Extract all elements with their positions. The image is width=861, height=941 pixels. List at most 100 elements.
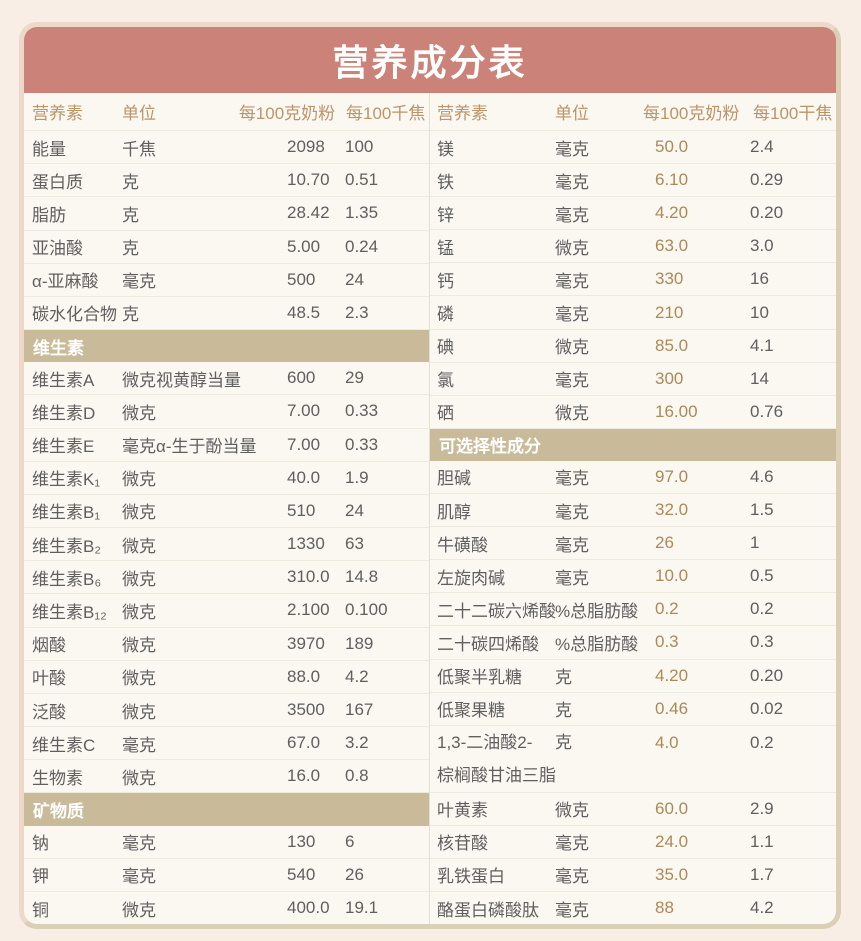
value-per-100g: 48.5 (287, 302, 321, 322)
title-bar: 营养成分表 (24, 27, 836, 93)
section-header-row: 可选择性成分 (430, 428, 836, 461)
nutrient-unit: 毫克 (122, 834, 156, 854)
nutrient-name: 维生素B₂ (32, 532, 122, 557)
nutrient-name-line: 维生素B₆ (32, 569, 102, 589)
value-per-100kj: 1.1 (750, 831, 774, 851)
nutrient-unit: 毫克 (555, 172, 589, 192)
nutrient-name: α-亚麻酸 (32, 267, 122, 292)
nutrient-name-line: 低聚半乳糖 (437, 668, 522, 688)
nutrient-name: 钾 (32, 862, 122, 887)
nutrient-name-line: 锌 (437, 205, 454, 225)
nutrient-name: 肌醇 (437, 498, 555, 523)
right-table: 营养素 单位 每100克奶粉 每100干焦 镁毫克 50.0 2.4 铁毫克 6.10 0… (430, 93, 836, 924)
value-per-100g: 3970 (287, 633, 325, 653)
nutrient-name: 维生素A (32, 366, 122, 391)
value-per-100kj: 1 (750, 533, 760, 553)
nutrient-unit: 克 (122, 205, 139, 225)
nutrient-name-line: 二十碳四烯酸 (437, 634, 539, 654)
value-per-100kj: 100 (345, 137, 374, 157)
value-per-100g: 50.0 (655, 137, 689, 157)
table-row: 胆碱 毫克 97.0 4.6 (430, 461, 836, 495)
value-per-100kj: 2.9 (750, 798, 774, 818)
nutrient-unit: 微克 (122, 669, 156, 689)
section-header-label: 矿物质 (33, 802, 84, 822)
nutrient-name: 乳铁蛋白 (437, 862, 555, 887)
nutrient-unit: 微克 (555, 338, 589, 358)
value-per-100kj: 19.1 (345, 898, 379, 918)
value-per-100g: 3500 (287, 700, 325, 719)
table-row: 乳铁蛋白 毫克 35.0 1.7 (430, 859, 836, 892)
nutrient-name: 铜 (32, 896, 122, 921)
nutrient-name-line: 钙 (437, 271, 454, 291)
nutrient-unit: 克 (555, 701, 572, 721)
table-row: 维生素C 毫克 67.0 3.2 (24, 727, 429, 761)
table-row: 维生素B₁₂ 微克 2.100 0.100 (24, 594, 429, 628)
nutrient-name-line: 生物素 (32, 768, 83, 788)
value-per-100g: 4.20 (655, 665, 689, 685)
table-row: 锌 毫克 4.20 0.20 (430, 197, 836, 231)
nutrient-name-line: 硒 (437, 404, 454, 424)
right-table-header: 营养素 单位 每100克奶粉 每100干焦 (430, 93, 836, 131)
nutrient-name: 牛磺酸 (437, 531, 555, 556)
nutrient-unit: 千焦 (122, 139, 156, 159)
nutrient-name: 硒 (437, 399, 555, 424)
nutrient-name: 维生素C (32, 731, 122, 756)
value-per-100kj: 0.33 (345, 401, 379, 421)
table-row: 低聚半乳糖 克 4.20 0.20 (430, 660, 836, 693)
table-row: 维生素E 毫克α-生于酚当量 7.00 0.33 (24, 429, 429, 462)
section-header-label: 维生素 (33, 338, 84, 358)
value-per-100kj: 0.24 (345, 236, 379, 256)
nutrient-name: 脂肪 (32, 201, 122, 226)
nutrient-unit: 微克视黄醇当量 (122, 370, 241, 390)
value-per-100g: 2098 (287, 137, 325, 157)
table-row: 维生素K₁ 微克 40.0 1.9 (24, 462, 429, 495)
nutrient-name-line: 维生素E (32, 437, 95, 457)
value-per-100g: 67.0 (287, 733, 321, 753)
table-row: 蛋白质 克 10.70 0.51 (24, 164, 429, 198)
nutrient-name: 二十二碳六烯酸 (437, 597, 556, 622)
nutrient-name-line: 维生素D (32, 403, 96, 423)
table-row: 氯 毫克 300 14 (430, 363, 836, 396)
nutrient-unit: %总脂肪酸 (555, 601, 639, 621)
table-row: 酪蛋白磷酸肽 毫克 88 4.2 (430, 892, 836, 924)
nutrient-unit: 毫克 (555, 568, 589, 588)
value-per-100kj: 14.8 (345, 567, 379, 587)
nutrient-name: 二十碳四烯酸 (437, 630, 555, 655)
value-per-100kj: 24 (345, 269, 364, 289)
table-row: 核苷酸 毫克 24.0 1.1 (430, 826, 836, 859)
value-per-100kj: 0.29 (750, 170, 784, 190)
nutrient-unit: 克 (122, 305, 139, 325)
value-per-100kj: 0.5 (750, 566, 774, 586)
value-per-100g: 6.10 (655, 170, 689, 190)
table-row: 1,3-二油酸2- 棕榈酸甘油三脂 克 4.0 0.2 (430, 726, 836, 793)
value-per-100kj: 1.5 (750, 500, 774, 520)
value-per-100g: 500 (287, 269, 316, 289)
nutrient-name-line: 棕榈酸甘油三脂 (437, 765, 556, 785)
nutrient-name: 低聚半乳糖 (437, 663, 555, 688)
column-header-nutrient: 营养素 (32, 104, 83, 123)
value-per-100kj: 24 (345, 500, 364, 520)
nutrient-unit: 毫克 (122, 735, 156, 755)
nutrient-name-line: 维生素C (32, 735, 96, 755)
nutrient-name-line: 叶酸 (32, 669, 66, 689)
value-per-100kj: 2.4 (750, 137, 774, 157)
value-per-100g: 40.0 (287, 467, 321, 487)
nutrient-name-line: 烟酸 (32, 636, 66, 656)
value-per-100g: 16.00 (655, 401, 698, 421)
column-header-per100kj: 每100千焦 (346, 104, 426, 123)
nutrient-name: 左旋肉碱 (437, 564, 555, 589)
value-per-100kj: 4.2 (750, 898, 774, 918)
nutrient-unit: 毫克 (555, 305, 589, 325)
table-row: 亚油酸 克 5.00 0.24 (24, 231, 429, 264)
nutrient-name-line: 碘 (437, 338, 454, 358)
nutrient-unit: 毫克 (555, 867, 589, 887)
value-per-100kj: 4.6 (750, 466, 774, 486)
nutrient-name-line: 蛋白质 (32, 172, 83, 192)
nutrient-name: 生物素 (32, 764, 122, 789)
nutrient-name-line: 胆碱 (437, 469, 471, 489)
nutrient-name: 亚油酸 (32, 234, 122, 259)
value-per-100kj: 3.0 (750, 236, 774, 256)
value-per-100g: 32.0 (655, 500, 689, 520)
value-per-100g: 130 (287, 831, 316, 851)
nutrient-name: 维生素K₁ (32, 465, 122, 490)
